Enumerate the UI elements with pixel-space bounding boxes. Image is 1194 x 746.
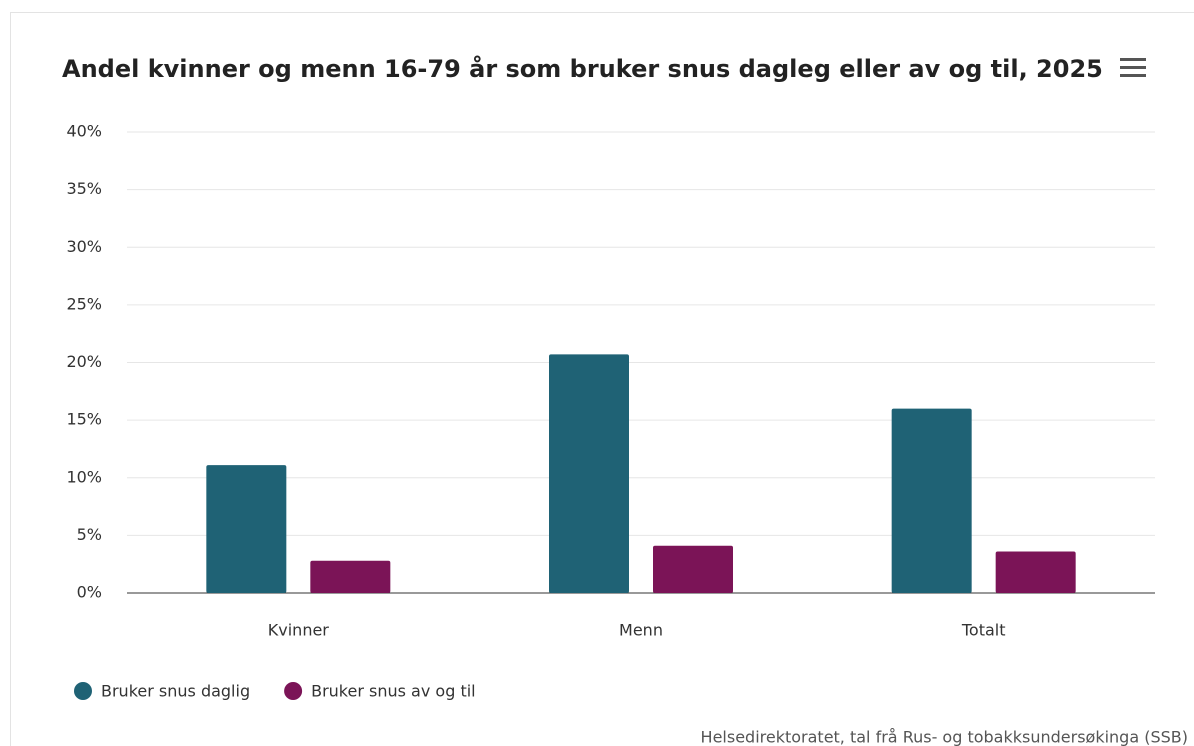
y-tick-label: 0% — [77, 583, 102, 602]
bar — [310, 560, 391, 593]
y-tick-label: 15% — [66, 410, 102, 429]
y-tick-label: 20% — [66, 352, 102, 371]
bar — [206, 465, 287, 593]
y-tick-label: 35% — [66, 179, 102, 198]
x-tick-label: Kvinner — [268, 621, 330, 640]
legend-label: Bruker snus daglig — [101, 682, 250, 701]
y-tick-label: 30% — [66, 237, 102, 256]
chart-title: Andel kvinner og menn 16-79 år som bruke… — [62, 54, 1103, 83]
y-tick-label: 5% — [77, 525, 102, 544]
legend-swatch — [74, 682, 92, 700]
bar — [891, 408, 972, 593]
menu-bar — [1120, 58, 1146, 61]
credits: Helsedirektoratet, tal frå Rus- og tobak… — [701, 728, 1188, 746]
menu-bar — [1120, 66, 1146, 69]
menu-bar — [1120, 74, 1146, 77]
x-tick-label: Totalt — [961, 621, 1006, 640]
bar — [549, 354, 629, 593]
legend-label: Bruker snus av og til — [311, 682, 476, 701]
y-tick-label: 10% — [66, 467, 102, 486]
bar — [653, 545, 733, 593]
legend-swatch — [284, 682, 303, 700]
y-tick-label: 25% — [66, 294, 102, 313]
y-tick-label: 40% — [66, 122, 102, 141]
menu-button[interactable] — [1120, 58, 1146, 77]
x-tick-label: Menn — [619, 621, 663, 640]
bar — [995, 551, 1076, 593]
